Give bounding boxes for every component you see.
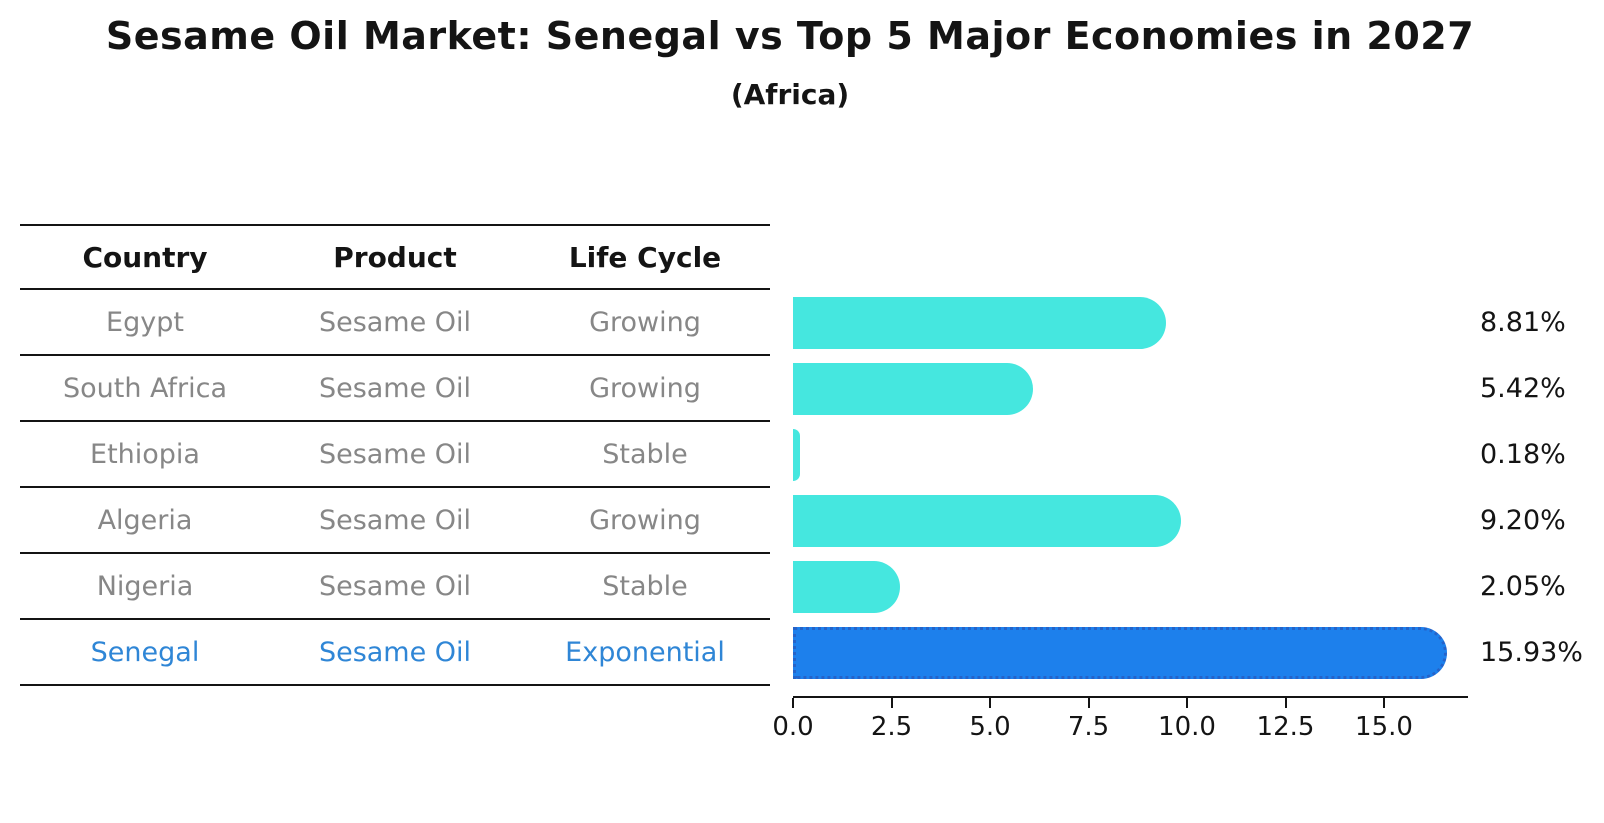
table-header-cell-country: Country	[82, 240, 208, 274]
x-axis-tick-label: 2.5	[870, 712, 913, 742]
product-cell: Sesame Oil	[318, 570, 472, 602]
value-label-algeria: 9.20%	[1480, 505, 1566, 536]
table-row-senegal: Senegal Sesame Oil Exponential	[20, 620, 770, 686]
x-axis-tick	[1087, 698, 1090, 708]
country-cell: Egypt	[106, 306, 184, 338]
x-axis-tick-label: 12.5	[1256, 712, 1315, 742]
life-cycle-cell: Exponential	[565, 636, 725, 668]
table-row-algeria: Algeria Sesame Oil Growing	[20, 488, 770, 554]
table-row-ethiopia: Ethiopia Sesame Oil Stable	[20, 422, 770, 488]
x-axis-tick-label: 5.0	[969, 712, 1011, 742]
table-row-south-africa: South Africa Sesame Oil Growing	[20, 356, 770, 422]
product-cell: Sesame Oil	[318, 504, 472, 536]
product-cell: Sesame Oil	[318, 636, 472, 668]
country-cell: Ethiopia	[90, 438, 200, 470]
value-label-ethiopia: 0.18%	[1480, 439, 1566, 470]
life-cycle-cell: Growing	[589, 306, 701, 338]
value-label-south-africa: 5.42%	[1480, 373, 1566, 404]
bar-senegal	[793, 627, 1447, 679]
x-axis-line	[793, 696, 1468, 698]
x-axis-tick	[1186, 698, 1188, 708]
value-label-senegal: 15.93%	[1480, 637, 1583, 668]
product-cell: Sesame Oil	[318, 372, 472, 404]
x-axis-tick-label: 0.0	[772, 712, 814, 742]
x-axis-tick-label: 10.0	[1158, 712, 1216, 742]
x-axis-tick	[890, 698, 893, 708]
country-cell: Nigeria	[96, 570, 194, 602]
product-cell: Sesame Oil	[318, 306, 472, 338]
life-cycle-cell: Stable	[602, 570, 688, 602]
x-axis-tick-label: 15.0	[1355, 712, 1413, 742]
value-label-egypt: 8.81%	[1480, 307, 1566, 338]
bar-ethiopia	[793, 429, 801, 481]
x-axis-tick	[1284, 698, 1287, 708]
bar-nigeria	[793, 561, 900, 613]
table-row-nigeria: Nigeria Sesame Oil Stable	[20, 554, 770, 620]
x-axis-tick-label: 7.5	[1067, 712, 1110, 742]
country-cell: South Africa	[62, 372, 228, 404]
country-cell: Senegal	[90, 636, 200, 668]
chart-subtitle: (Africa)	[730, 78, 850, 111]
bar-egypt	[793, 297, 1167, 349]
table-header-cell-product: Product	[333, 240, 457, 274]
x-axis-tick	[1383, 698, 1385, 708]
bar-algeria	[793, 495, 1182, 547]
life-cycle-cell: Stable	[602, 438, 688, 470]
life-cycle-cell: Growing	[589, 372, 701, 404]
table-row-egypt: Egypt Sesame Oil Growing	[20, 290, 770, 356]
life-cycle-cell: Growing	[589, 504, 701, 536]
x-axis-tick	[792, 698, 794, 708]
value-label-nigeria: 2.05%	[1480, 571, 1566, 602]
product-cell: Sesame Oil	[318, 438, 472, 470]
table-header-cell-life-cycle: Life Cycle	[568, 240, 722, 274]
country-cell: Algeria	[97, 504, 193, 536]
table-header-row: Country Product Life Cycle	[20, 224, 770, 290]
bar-south-africa	[793, 363, 1033, 415]
x-axis-tick	[989, 698, 991, 708]
chart-title: Sesame Oil Market: Senegal vs Top 5 Majo…	[105, 14, 1475, 58]
